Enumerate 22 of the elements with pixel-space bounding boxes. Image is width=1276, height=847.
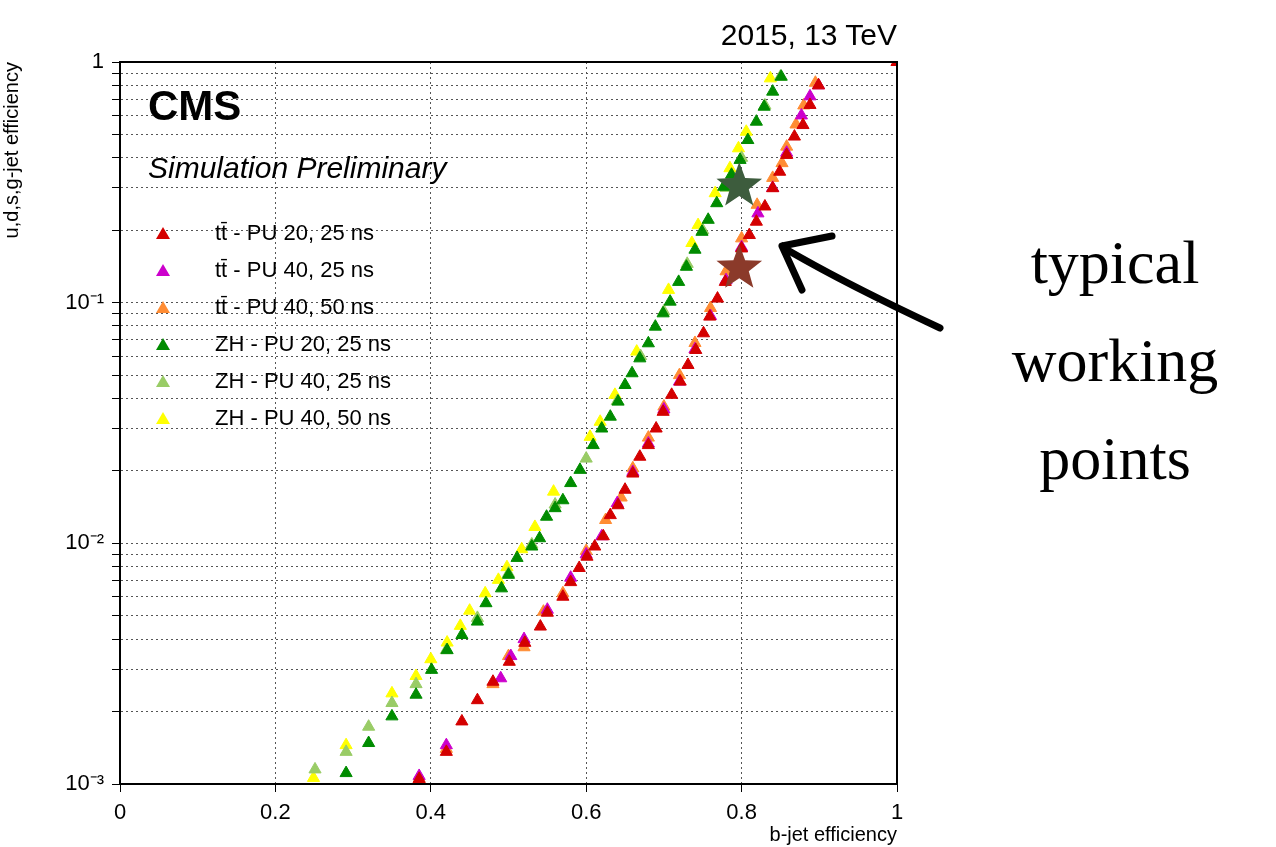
x-tick-label: 0.4 bbox=[415, 799, 447, 825]
annotation: CMS bbox=[148, 82, 242, 129]
y-tick-label: 10⁻¹ bbox=[65, 288, 104, 314]
text: typical working points bbox=[1011, 228, 1219, 492]
y-tick-label: 10⁻² bbox=[65, 529, 104, 555]
y-tick-label: 1 bbox=[91, 48, 104, 74]
chart-title: 2015, 13 TeV bbox=[720, 18, 897, 51]
y-axis-title: u,d,s,g-jet efficiency bbox=[0, 62, 22, 239]
legend-label: ZH - PU 40, 50 ns bbox=[215, 405, 392, 431]
legend-label: ZH - PU 20, 25 ns bbox=[215, 331, 392, 357]
x-tick-label: 1 bbox=[890, 799, 904, 825]
legend-label: ZH - PU 40, 25 ns bbox=[215, 368, 392, 394]
x-tick-label: 0.2 bbox=[260, 799, 291, 825]
legend-label: tt̄ - PU 40, 50 ns bbox=[215, 294, 374, 320]
legend-label: tt̄ - PU 20, 25 ns bbox=[215, 220, 374, 246]
x-axis-title: b-jet efficiency bbox=[769, 822, 897, 845]
annotation: Simulation Preliminary bbox=[148, 151, 449, 184]
x-tick-label: 0.8 bbox=[726, 799, 757, 825]
x-tick-label: 0.6 bbox=[570, 799, 602, 825]
x-tick-label: 0 bbox=[113, 799, 127, 825]
legend-label: tt̄ - PU 40, 25 ns bbox=[215, 257, 374, 283]
y-tick-label: 10⁻³ bbox=[65, 770, 104, 796]
